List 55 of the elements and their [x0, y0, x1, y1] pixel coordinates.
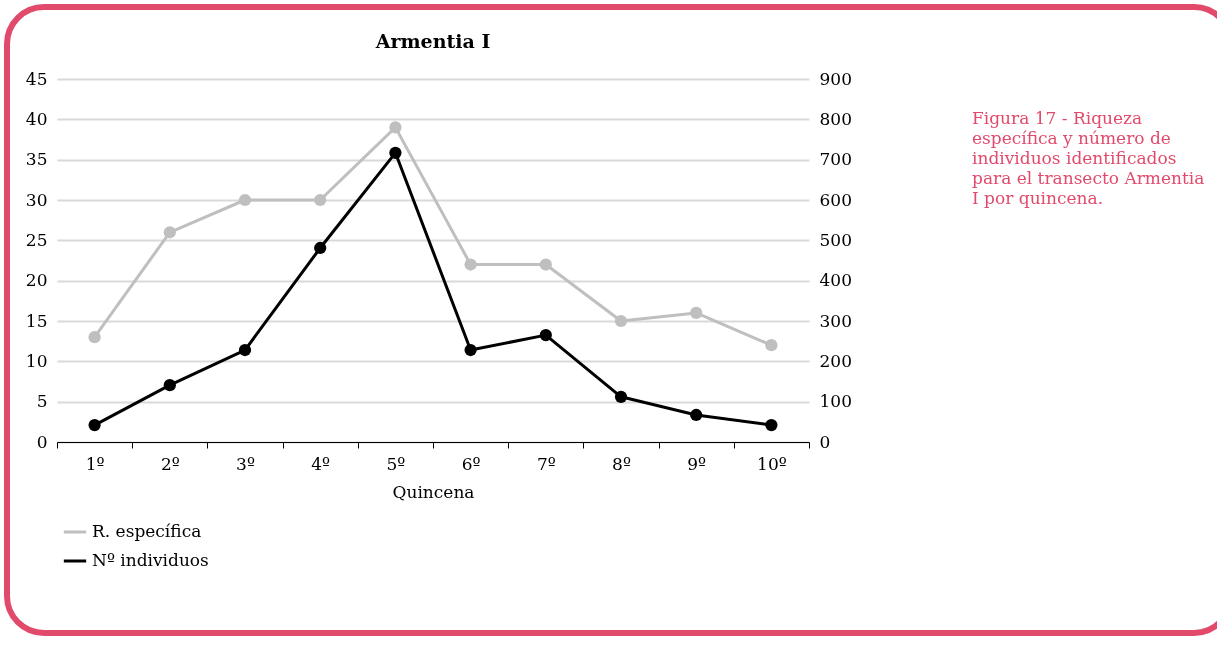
- y-tick-label: 15: [25, 310, 48, 331]
- y2-tick-label: 600: [819, 189, 852, 210]
- x-tick-label: 5º: [386, 453, 406, 474]
- point: [314, 193, 327, 207]
- legend-label: Nº individuos: [92, 550, 209, 570]
- y2-tick-label: 500: [819, 229, 852, 250]
- point: [614, 390, 628, 403]
- x-axis-title: Quincena: [392, 481, 475, 502]
- point: [88, 418, 101, 432]
- point: [389, 121, 402, 134]
- y-tick-label: 5: [36, 391, 48, 412]
- point: [314, 241, 327, 255]
- y2-tick-label: 100: [819, 391, 852, 412]
- y-tick-label: 40: [25, 108, 48, 129]
- y-tick-label: 35: [25, 149, 48, 170]
- x-tick-label: 10º: [757, 453, 787, 474]
- y2-tick-label: 0: [819, 431, 831, 452]
- point: [765, 339, 778, 352]
- point: [690, 408, 703, 422]
- point: [464, 258, 477, 271]
- point: [163, 226, 176, 239]
- chart-title: Armentia I: [374, 30, 491, 52]
- point: [539, 329, 552, 342]
- y-tick-label: 20: [25, 270, 48, 291]
- point: [238, 343, 252, 357]
- point: [464, 343, 477, 357]
- x-tick-label: 2º: [160, 453, 180, 474]
- y-tick-label: 30: [25, 189, 48, 210]
- y-tick-label: 45: [25, 68, 48, 89]
- y2-tick-label: 700: [819, 149, 852, 170]
- y2-tick-label: 300: [819, 310, 852, 331]
- point: [238, 193, 252, 207]
- y2-tick-label: 900: [819, 68, 852, 89]
- point: [163, 379, 176, 392]
- point: [614, 314, 628, 328]
- x-tick-label: 3º: [236, 453, 255, 474]
- y2-tick-label: 800: [819, 108, 852, 129]
- point: [389, 146, 402, 159]
- x-tick-label: 4º: [311, 453, 331, 474]
- point: [765, 418, 778, 432]
- y-tick-label: 0: [36, 431, 48, 452]
- x-tick-label: 7º: [536, 453, 556, 474]
- text: Figura 17 - Riqueza específica y número de individuos identificados para el transecto Armentia I por quincena.: [972, 108, 1206, 208]
- x-tick-label: 6º: [461, 453, 481, 474]
- y2-tick-label: 400: [819, 270, 852, 291]
- x-tick-label: 1º: [85, 453, 105, 474]
- point: [690, 306, 703, 320]
- x-tick-label: 9º: [687, 453, 707, 474]
- x-tick-label: 8º: [612, 453, 631, 474]
- point: [539, 258, 552, 271]
- y-tick-label: 25: [25, 229, 48, 250]
- y2-tick-label: 200: [819, 350, 852, 371]
- point: [88, 331, 101, 344]
- legend-label: R. específica: [92, 521, 202, 541]
- y-tick-label: 10: [25, 350, 48, 371]
